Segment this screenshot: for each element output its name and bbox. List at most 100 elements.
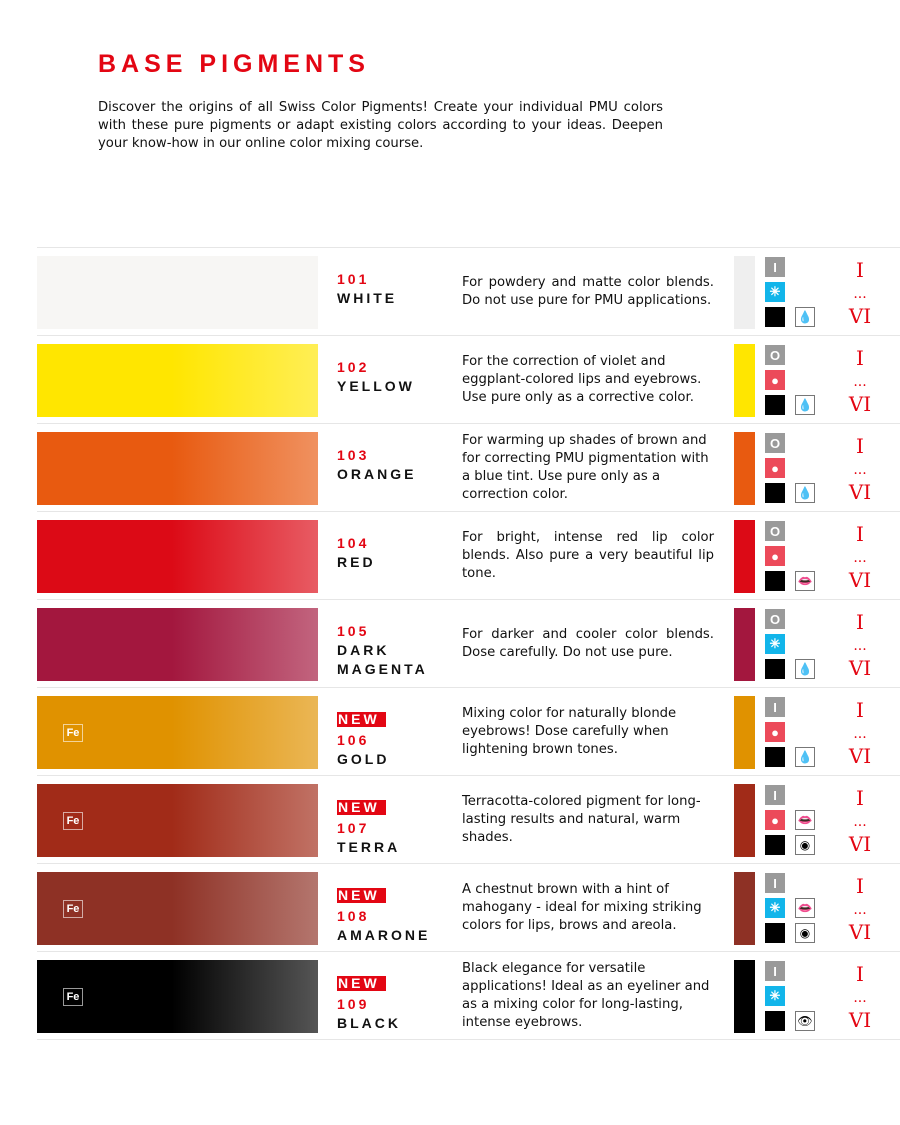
drops-icon: 💧	[795, 659, 815, 679]
color-strip	[734, 784, 755, 857]
new-badge: NEW	[337, 712, 386, 727]
pigment-row: Fe NEW 106 GOLD Mixing color for naturally…	[37, 688, 900, 776]
pigment-row: 101 WHITE For powdery and matte color bl…	[37, 248, 900, 336]
range-dots: ...	[853, 374, 867, 390]
new-badge: NEW	[337, 888, 386, 903]
range-to: VI	[848, 304, 872, 328]
range-dots: ...	[853, 990, 867, 1006]
range-to: VI	[848, 480, 872, 504]
color-swatch: Fe	[37, 960, 318, 1033]
pigment-description: For powdery and matte color blends. Do n…	[462, 274, 714, 308]
pigment-code: 104	[337, 535, 370, 551]
range-from: I	[856, 874, 864, 898]
range-to: VI	[848, 656, 872, 680]
pigment-row: Fe NEW 108 AMARONE A chestnut brown with a…	[37, 864, 900, 952]
pigment-row: Fe NEW 107 TERRA Terracotta-colored pigmen…	[37, 776, 900, 864]
intro-text: Discover the origins of all Swiss Color …	[98, 100, 663, 151]
color-strip	[734, 608, 755, 681]
pigment-code: 109	[337, 996, 370, 1012]
snowflake-icon: ✳	[765, 634, 785, 654]
range-from: I	[856, 346, 864, 370]
color-swatch	[37, 520, 318, 593]
range-to: VI	[848, 832, 872, 856]
iron-oxide-badge: Fe	[63, 724, 83, 742]
range-from: I	[856, 698, 864, 722]
black-square-icon	[765, 395, 785, 415]
color-strip	[734, 960, 755, 1033]
pigment-name: YELLOW	[337, 378, 415, 394]
snowflake-icon: ✳	[765, 986, 785, 1006]
drops-icon: 💧	[795, 395, 815, 415]
color-strip	[734, 432, 755, 505]
range-to: VI	[848, 920, 872, 944]
new-badge: NEW	[337, 800, 386, 815]
pigment-description: Terracotta-colored pigment for long-last…	[462, 793, 701, 845]
sun-icon: ●	[765, 458, 785, 478]
range-from: I	[856, 434, 864, 458]
pigment-table: 101 WHITE For powdery and matte color bl…	[37, 247, 900, 1040]
range-to: VI	[848, 1008, 872, 1032]
pigment-name: BLACK	[337, 1015, 401, 1031]
lips-icon: 👄	[795, 898, 815, 918]
pigment-name: ORANGE	[337, 466, 417, 482]
range-dots: ...	[853, 726, 867, 742]
range-from: I	[856, 962, 864, 986]
iron-oxide-badge: Fe	[63, 900, 83, 918]
range-to: VI	[848, 744, 872, 768]
color-swatch: Fe	[37, 872, 318, 945]
pigment-code: 107	[337, 820, 370, 836]
pigment-row: 102 YELLOW For the correction of violet …	[37, 336, 900, 424]
color-swatch	[37, 432, 318, 505]
black-square-icon	[765, 483, 785, 503]
sun-icon: ●	[765, 546, 785, 566]
tone-icon: O	[765, 345, 785, 365]
sun-icon: ●	[765, 810, 785, 830]
range-from: I	[856, 610, 864, 634]
black-square-icon	[765, 1011, 785, 1031]
tone-icon: I	[765, 961, 785, 981]
pigment-code: 103	[337, 447, 370, 463]
range-dots: ...	[853, 902, 867, 918]
areola-icon: ◉	[795, 923, 815, 943]
drops-icon: 💧	[795, 747, 815, 767]
range-dots: ...	[853, 286, 867, 302]
pigment-code: 108	[337, 908, 370, 924]
pigment-name: WHITE	[337, 290, 398, 306]
pigment-name: GOLD	[337, 751, 390, 767]
sun-icon: ●	[765, 370, 785, 390]
tone-icon: O	[765, 609, 785, 629]
pigment-description: Mixing color for naturally blonde eyebro…	[462, 705, 677, 757]
color-strip	[734, 696, 755, 769]
black-square-icon	[765, 571, 785, 591]
pigment-code: 105	[337, 623, 370, 639]
tone-icon: I	[765, 257, 785, 277]
pigment-name: TERRA	[337, 839, 401, 855]
range-dots: ...	[853, 550, 867, 566]
page-title: BASE PIGMENTS	[98, 50, 370, 78]
lips-icon: 👄	[795, 571, 815, 591]
black-square-icon	[765, 307, 785, 327]
color-strip	[734, 520, 755, 593]
tone-icon: I	[765, 785, 785, 805]
black-square-icon	[765, 923, 785, 943]
pigment-description: For darker and cooler color blends. Dose…	[462, 626, 714, 660]
new-badge: NEW	[337, 976, 386, 991]
pigment-code: 106	[337, 732, 370, 748]
pigment-description: Black elegance for versatile application…	[462, 960, 710, 1030]
color-swatch: Fe	[37, 784, 318, 857]
tone-icon: O	[765, 433, 785, 453]
pigment-row: Fe NEW 109 BLACK Black elegance for versat…	[37, 952, 900, 1040]
color-swatch	[37, 344, 318, 417]
black-square-icon	[765, 747, 785, 767]
areola-icon: ◉	[795, 835, 815, 855]
iron-oxide-badge: Fe	[63, 988, 83, 1006]
pigment-name: AMARONE	[337, 927, 431, 943]
range-from: I	[856, 522, 864, 546]
color-strip	[734, 256, 755, 329]
drops-icon: 💧	[795, 307, 815, 327]
pigment-name: DARK MAGENTA	[337, 642, 428, 677]
iron-oxide-badge: Fe	[63, 812, 83, 830]
range-dots: ...	[853, 462, 867, 478]
black-square-icon	[765, 659, 785, 679]
pigment-name: RED	[337, 554, 376, 570]
